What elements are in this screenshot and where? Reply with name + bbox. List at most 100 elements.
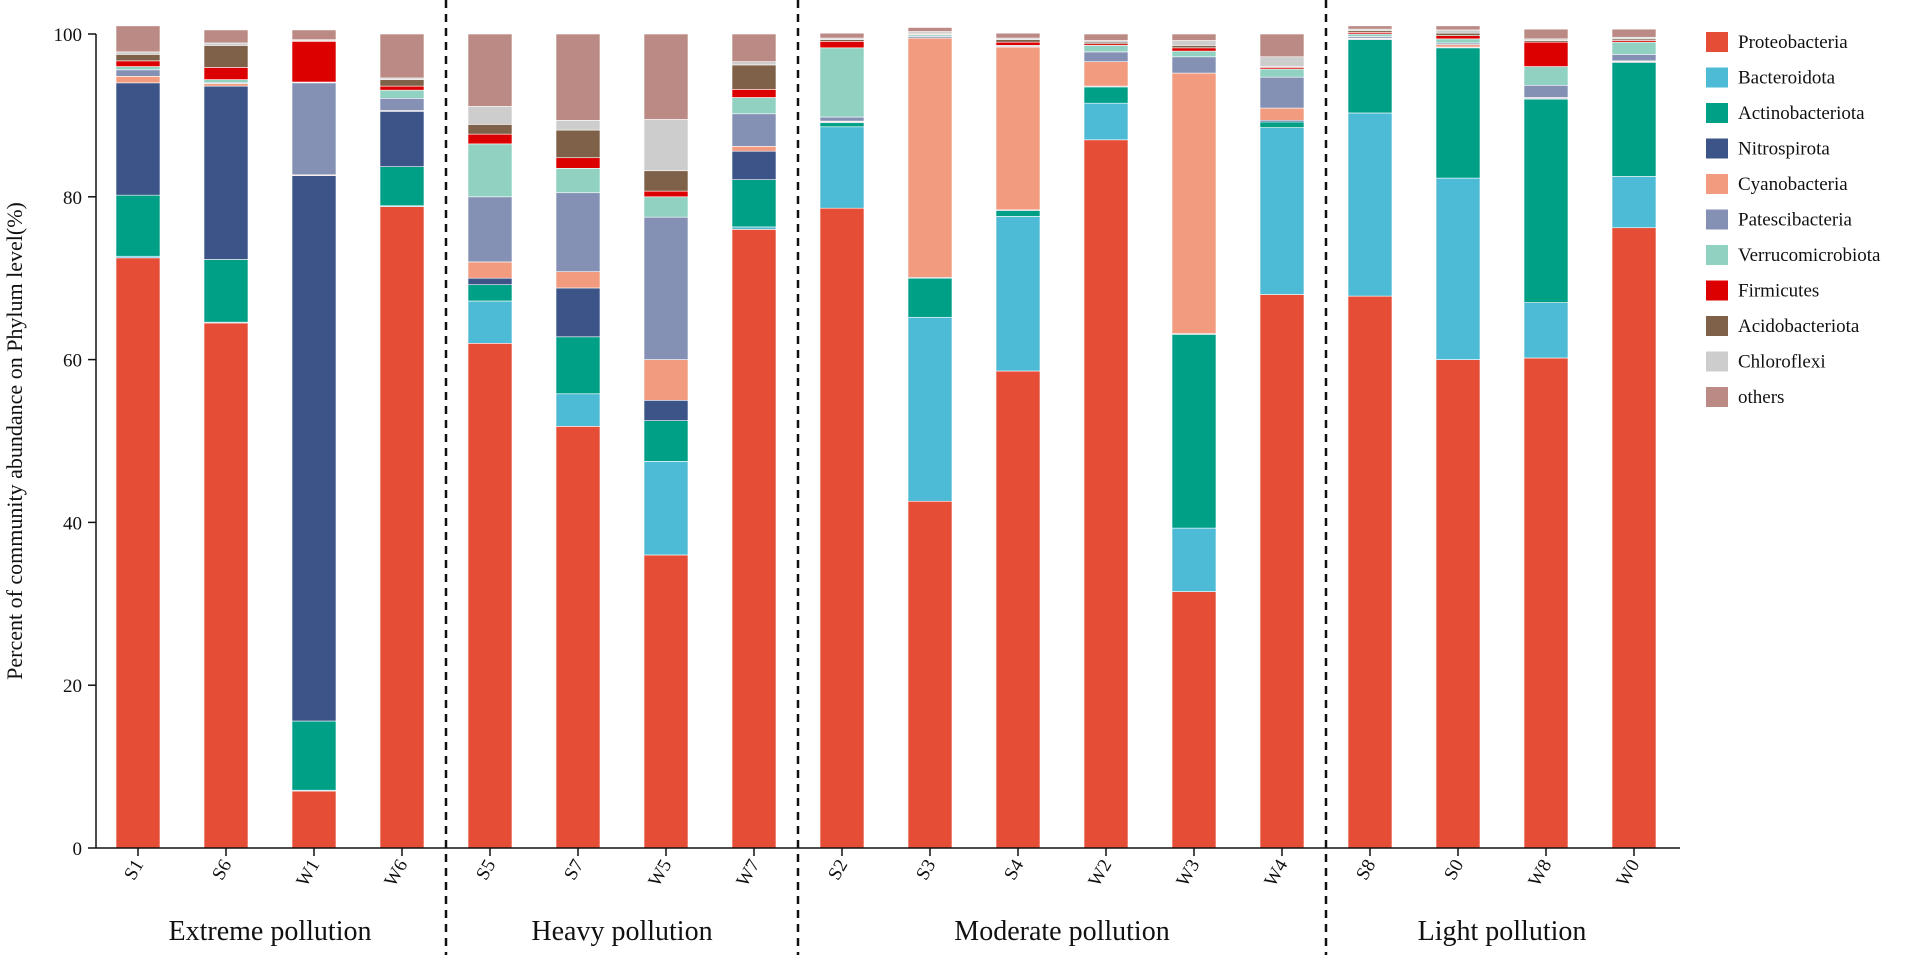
y-tick-label: 40 <box>63 513 82 534</box>
bar-stack-S8 <box>1347 25 1393 849</box>
legend-swatch <box>1706 67 1728 88</box>
bar-segment-W6-nitrospirota <box>379 111 425 167</box>
bar-segment-S6-acidobacteriota <box>203 45 249 68</box>
bar-stack-W7 <box>731 33 777 849</box>
legend-label: Firmicutes <box>1738 281 1819 302</box>
bar-segment-S0-acidobacteriota <box>1435 32 1481 36</box>
legend-swatch <box>1706 32 1728 52</box>
bar-segment-W6-proteobacteria <box>379 206 425 849</box>
bar-segment-S6-actinobacteriota <box>203 259 249 323</box>
bar-segment-S7-chloroflexi <box>555 119 601 131</box>
bar-segment-W6-verrucomicrobiota <box>379 89 425 99</box>
bar-segment-S5-patescibacteria <box>467 196 513 263</box>
bar-segment-S0-actinobacteriota <box>1435 47 1481 179</box>
bar-segment-S1-verrucomicrobiota <box>115 66 161 71</box>
bar-segment-W8-proteobacteria <box>1523 357 1569 849</box>
bar-segment-S4-cyanobacteria <box>995 46 1041 211</box>
legend-swatch <box>1706 138 1728 159</box>
legend-label: Actinobacteriota <box>1738 103 1865 124</box>
bar-segment-S3-cyanobacteria <box>907 37 953 278</box>
legend-item-verrucomicrobiota: Verrucomicrobiota <box>1706 245 1881 266</box>
bar-stack-W3 <box>1171 33 1217 849</box>
bar-segment-S7-patescibacteria <box>555 192 601 272</box>
x-tick-label: W3 <box>1172 856 1204 890</box>
legend-label: Acidobacteriota <box>1738 316 1860 337</box>
legend-item-bacteroidota: Bacteroidota <box>1706 67 1836 89</box>
bar-segment-S2-others <box>819 32 865 39</box>
group-label: Extreme pollution <box>169 916 372 947</box>
legend-swatch <box>1706 245 1728 265</box>
bar-segment-W1-actinobacteriota <box>291 720 337 791</box>
bar-segment-W7-cyanobacteria <box>731 146 777 152</box>
x-ticks: S1 S6 W1 W6 S5 S7 W5 W7 S2 S3 S4 W2 W3 W4 S8 S0 W8 W0 <box>120 848 1644 890</box>
bar-segment-S7-acidobacteriota <box>555 129 601 159</box>
bar-segment-W3-others <box>1171 33 1217 41</box>
bar-segment-W4-others <box>1259 33 1305 58</box>
bar-segment-S2-firmicutes <box>819 41 865 49</box>
bar-segment-W4-verrucomicrobiota <box>1259 68 1305 78</box>
legend-item-acidobacteriota: Acidobacteriota <box>1706 316 1860 337</box>
y-tick-label: 20 <box>63 676 82 697</box>
bar-segment-S0-others <box>1435 25 1481 31</box>
bar-segment-W2-bacteroidota <box>1083 102 1129 141</box>
bar-segment-S2-patescibacteria <box>819 116 865 122</box>
bar-segment-S5-bacteroidota <box>467 300 513 344</box>
bar-segment-S1-chloroflexi <box>115 51 161 55</box>
bar-segment-S2-verrucomicrobiota <box>819 47 865 118</box>
bar-segment-S7-verrucomicrobiota <box>555 168 601 194</box>
bar-stack-W6 <box>379 33 425 849</box>
legend-swatch <box>1706 387 1728 407</box>
bar-segment-S8-proteobacteria <box>1347 295 1393 849</box>
legend-item-patescibacteria: Patescibacteria <box>1706 209 1853 231</box>
bar-segment-S2-actinobacteriota <box>819 122 865 128</box>
x-tick-label: S2 <box>824 856 852 884</box>
bar-stack-S1 <box>115 25 161 849</box>
bar-segment-W0-actinobacteriota <box>1611 62 1657 177</box>
bar-segment-S2-bacteroidota <box>819 126 865 209</box>
x-tick-label: S0 <box>1440 856 1468 884</box>
legend-swatch <box>1706 174 1728 194</box>
bar-segment-S0-cyanobacteria <box>1435 44 1481 48</box>
bar-segment-S7-actinobacteriota <box>555 336 601 395</box>
bar-segment-S5-cyanobacteria <box>467 261 513 279</box>
bar-segment-S6-chloroflexi <box>203 42 249 46</box>
bar-segment-S8-actinobacteriota <box>1347 39 1393 114</box>
x-tick-label: S3 <box>912 856 940 884</box>
bar-segment-S5-others <box>467 33 513 107</box>
legend-swatch <box>1706 316 1728 336</box>
bar-segment-W1-proteobacteria <box>291 790 337 849</box>
bar-segment-W5-acidobacteriota <box>643 170 689 192</box>
bar-segment-W5-chloroflexi <box>643 119 689 172</box>
bar-segment-W7-others <box>731 33 777 62</box>
bar-segment-S1-others <box>115 25 161 53</box>
legend-label: Proteobacteria <box>1738 32 1848 53</box>
x-tick-label: S8 <box>1352 856 1380 884</box>
bar-segment-W5-verrucomicrobiota <box>643 196 689 218</box>
bar-segment-W8-firmicutes <box>1523 41 1569 67</box>
x-tick-label: W1 <box>292 856 324 890</box>
bar-stack-S2 <box>819 32 865 849</box>
bar-segment-S8-bacteroidota <box>1347 112 1393 297</box>
bar-segment-S5-proteobacteria <box>467 343 513 849</box>
bar-segment-W1-others <box>291 29 337 40</box>
bar-segment-S4-firmicutes <box>995 41 1041 46</box>
bar-segment-S3-proteobacteria <box>907 500 953 849</box>
bar-segment-W5-nitrospirota <box>643 399 689 421</box>
bar-segment-W3-verrucomicrobiota <box>1171 50 1217 58</box>
bar-segment-S5-firmicutes <box>467 133 513 145</box>
bar-segment-W6-actinobacteriota <box>379 166 425 207</box>
legend-label: Bacteroidota <box>1738 68 1836 89</box>
bar-segment-S6-verrucomicrobiota <box>203 79 249 84</box>
bar-segment-W3-bacteroidota <box>1171 527 1217 592</box>
bar-segment-W3-patescibacteria <box>1171 56 1217 74</box>
bar-segment-S1-actinobacteriota <box>115 194 161 257</box>
legend-label: others <box>1738 387 1784 408</box>
bar-stack-S4 <box>995 32 1041 849</box>
bar-segment-W1-firmicutes <box>291 41 337 83</box>
bar-segment-W0-proteobacteria <box>1611 227 1657 849</box>
bar-segment-W3-acidobacteriota <box>1171 45 1217 49</box>
bar-segment-S4-proteobacteria <box>995 370 1041 849</box>
x-tick-label: W5 <box>644 856 676 890</box>
bar-segment-W4-cyanobacteria <box>1259 107 1305 121</box>
bar-segment-W4-bacteroidota <box>1259 127 1305 295</box>
